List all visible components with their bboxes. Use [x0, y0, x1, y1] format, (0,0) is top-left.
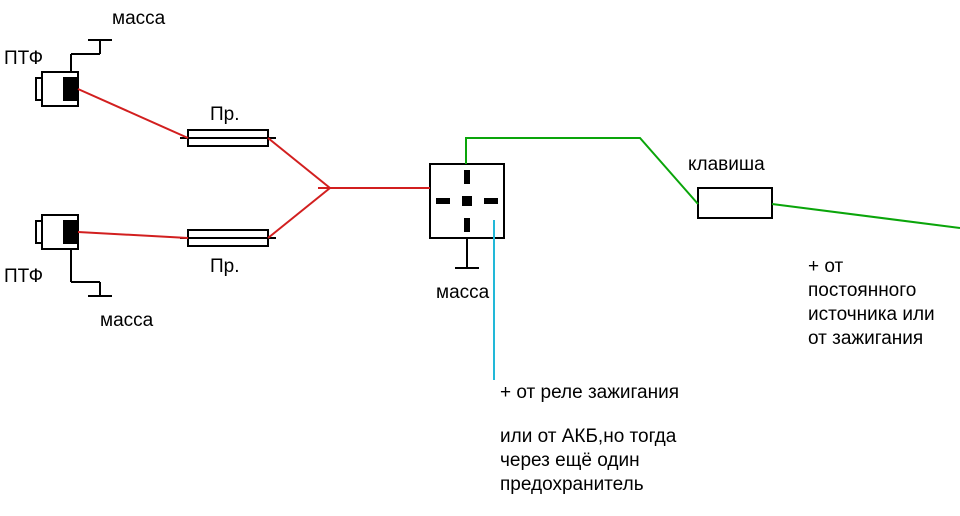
- label-switch: клавиша: [688, 154, 765, 175]
- label-mass-relay: масса: [436, 282, 490, 303]
- lamp-bottom-inner: [64, 221, 78, 243]
- label-source-line1: постоянного: [808, 280, 916, 301]
- label-akb-note-line0: или от АКБ,но тогда: [500, 426, 677, 447]
- wire-red-fuse-top-out: [268, 138, 330, 188]
- label-source-line2: источника или: [808, 304, 935, 325]
- switch: [698, 188, 772, 218]
- relay-pin-left: [436, 198, 450, 204]
- label-source-line3: от зажигания: [808, 328, 923, 349]
- label-source-line0: + от: [808, 256, 844, 277]
- label-fuse-top: Пр.: [210, 104, 240, 125]
- label-ptf-bottom: ПТФ: [4, 266, 43, 287]
- lamp-bottom-front: [36, 221, 42, 243]
- label-akb-note-line1: через ещё один: [500, 450, 640, 471]
- relay-pin-center: [462, 196, 472, 206]
- lamp-top-inner: [64, 78, 78, 100]
- wire-red-lamp-top: [78, 89, 188, 138]
- label-cyan-note: + от реле зажигания: [500, 382, 679, 403]
- relay-pin-right: [484, 198, 498, 204]
- label-mass-bottom: масса: [100, 310, 154, 331]
- wire-red-lamp-bottom: [78, 232, 188, 238]
- label-akb-note-line2: предохранитель: [500, 474, 644, 495]
- relay-pin-top: [464, 170, 470, 184]
- label-mass-top: масса: [112, 8, 166, 29]
- label-fuse-bottom: Пр.: [210, 256, 240, 277]
- label-ptf-top: ПТФ: [4, 48, 43, 69]
- wire-green-switch-out: [772, 204, 960, 228]
- relay-pin-bottom: [464, 218, 470, 232]
- lamp-top-front: [36, 78, 42, 100]
- wire-red-fuse-bottom-out: [268, 188, 330, 238]
